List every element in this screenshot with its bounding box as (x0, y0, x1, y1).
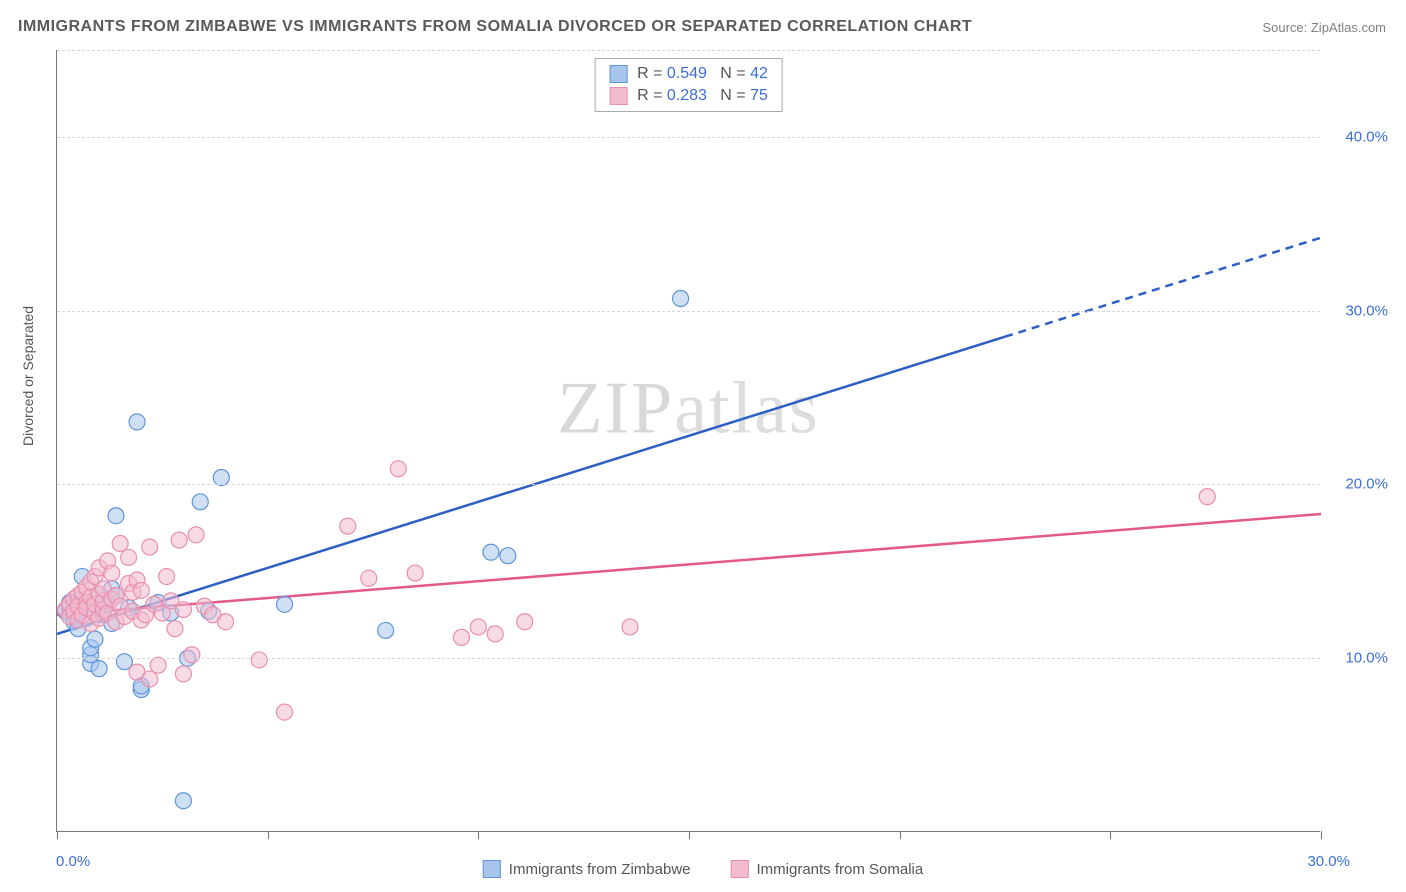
correlation-legend: R = 0.549 N = 42 R = 0.283 N = 75 (594, 58, 783, 112)
gridline (57, 484, 1320, 485)
scatter-svg (57, 50, 1320, 831)
x-axis-min-label: 0.0% (56, 853, 90, 870)
y-tick-label: 40.0% (1345, 128, 1388, 145)
gridline (57, 137, 1320, 138)
y-tick-label: 20.0% (1345, 476, 1388, 493)
chart-plot-area: ZIPatlas R = 0.549 N = 42R = 0.283 N = 7… (56, 50, 1320, 832)
y-tick-label: 30.0% (1345, 302, 1388, 319)
x-tick (57, 831, 58, 839)
gridline (57, 311, 1320, 312)
series-legend: Immigrants from Zimbabwe Immigrants from … (483, 860, 923, 878)
legend-stats: R = 0.549 N = 42 (637, 65, 768, 83)
source-attribution: Source: ZipAtlas.com (1262, 20, 1386, 35)
x-tick (900, 831, 901, 839)
gridline (57, 50, 1320, 51)
x-tick (1321, 831, 1322, 839)
x-tick (478, 831, 479, 839)
legend-swatch (731, 860, 749, 878)
legend-item: Immigrants from Zimbabwe (483, 860, 691, 878)
chart-title: IMMIGRANTS FROM ZIMBABWE VS IMMIGRANTS F… (18, 18, 972, 36)
legend-stats: R = 0.283 N = 75 (637, 87, 768, 105)
gridline (57, 658, 1320, 659)
x-tick (1110, 831, 1111, 839)
x-tick (689, 831, 690, 839)
y-axis-label: Divorced or Separated (20, 306, 36, 446)
legend-swatch (609, 87, 627, 105)
legend-row: R = 0.549 N = 42 (609, 63, 768, 85)
legend-swatch (609, 65, 627, 83)
legend-swatch (483, 860, 501, 878)
x-tick (268, 831, 269, 839)
legend-label: Immigrants from Somalia (757, 861, 924, 878)
legend-item: Immigrants from Somalia (731, 860, 924, 878)
y-tick-label: 10.0% (1345, 650, 1388, 667)
legend-label: Immigrants from Zimbabwe (509, 861, 691, 878)
x-axis-max-label: 30.0% (1307, 853, 1350, 870)
legend-row: R = 0.283 N = 75 (609, 85, 768, 107)
